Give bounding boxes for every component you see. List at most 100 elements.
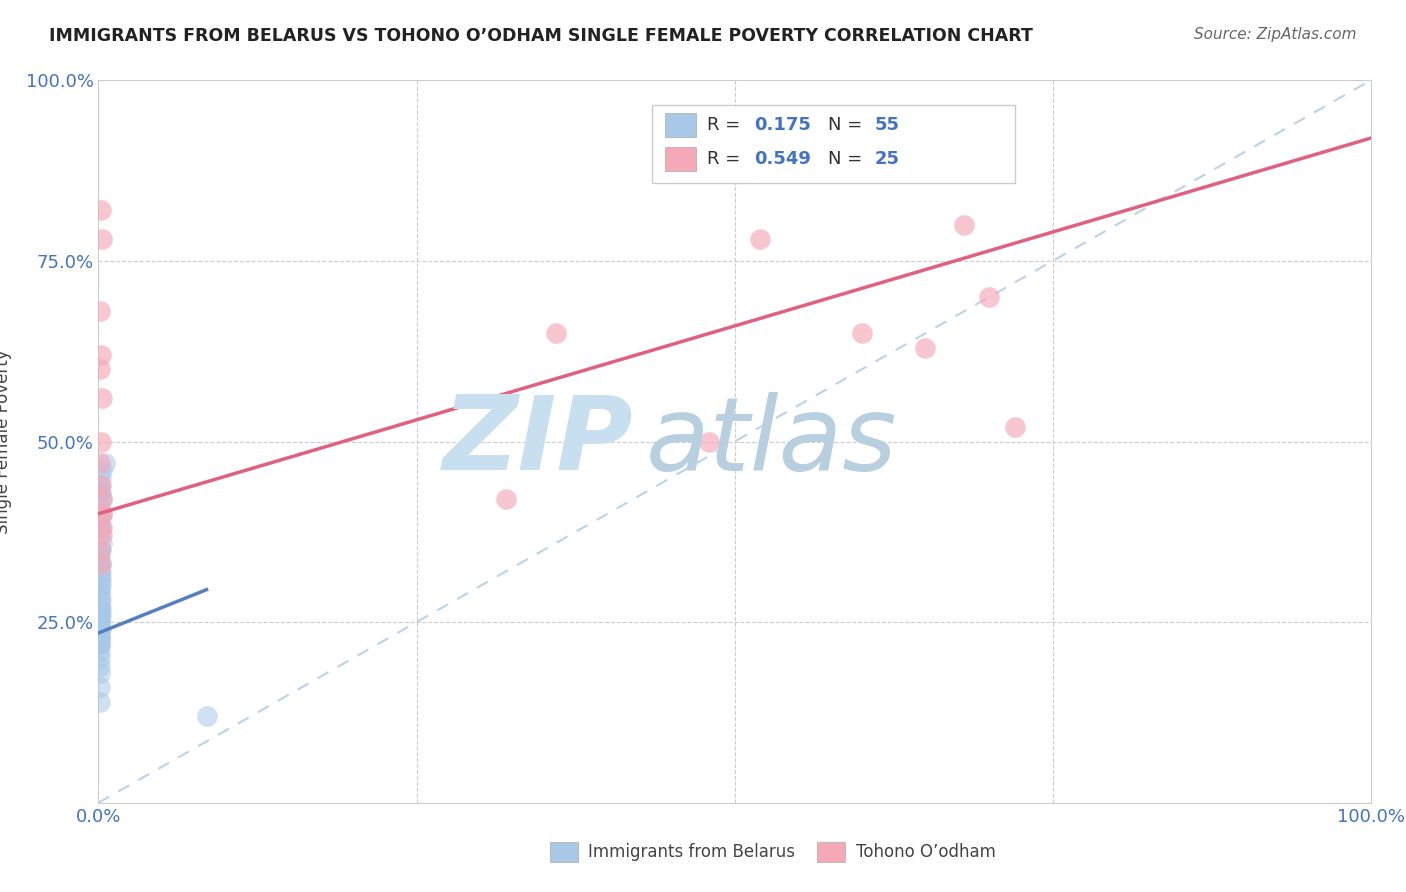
Point: [914, 341, 936, 355]
Point: [90, 470, 112, 484]
Point: [89, 593, 111, 607]
Point: [90, 623, 112, 637]
Point: [851, 326, 873, 340]
Point: [90, 607, 112, 622]
Point: [91, 528, 114, 542]
Point: [89, 550, 111, 565]
Text: R =: R =: [707, 150, 745, 168]
Point: [89, 572, 111, 586]
Bar: [665, 147, 696, 171]
Point: [89, 623, 111, 637]
Text: IMMIGRANTS FROM BELARUS VS TOHONO O’ODHAM SINGLE FEMALE POVERTY CORRELATION CHAR: IMMIGRANTS FROM BELARUS VS TOHONO O’ODHA…: [49, 27, 1033, 45]
Point: [697, 434, 720, 449]
Text: Source: ZipAtlas.com: Source: ZipAtlas.com: [1194, 27, 1357, 42]
Text: 55: 55: [875, 116, 900, 134]
Point: [91, 492, 114, 507]
Point: [89, 500, 111, 514]
Point: [90, 521, 112, 535]
Text: 0.549: 0.549: [754, 150, 811, 168]
Text: 0.175: 0.175: [754, 116, 811, 134]
Point: [90, 485, 112, 500]
Bar: [550, 842, 578, 862]
Point: [89, 542, 111, 557]
Text: ZIP: ZIP: [443, 391, 633, 492]
Point: [89, 456, 111, 470]
Point: [89, 586, 111, 600]
Point: [89, 637, 111, 651]
Point: [89, 695, 111, 709]
Point: [90, 565, 112, 579]
Point: [90, 572, 112, 586]
Point: [749, 232, 772, 246]
FancyBboxPatch shape: [652, 105, 1015, 183]
Point: [89, 615, 111, 630]
Point: [89, 586, 111, 600]
Point: [89, 600, 111, 615]
Point: [89, 615, 111, 630]
Point: [89, 623, 111, 637]
Point: [89, 615, 111, 630]
Point: [89, 630, 111, 644]
Text: atlas: atlas: [645, 392, 897, 491]
Point: [1004, 420, 1026, 434]
Point: [89, 478, 111, 492]
Point: [90, 579, 112, 593]
Point: [90, 478, 112, 492]
Point: [89, 600, 111, 615]
Text: R =: R =: [707, 116, 745, 134]
Point: [89, 607, 111, 622]
Point: [91, 507, 114, 521]
Point: [90, 348, 112, 362]
Y-axis label: Single Female Poverty: Single Female Poverty: [0, 350, 11, 533]
Point: [91, 492, 114, 507]
Point: [89, 644, 111, 658]
Point: [91, 232, 114, 246]
Point: [89, 542, 111, 557]
Point: [89, 528, 111, 542]
Point: [91, 463, 114, 477]
Point: [89, 558, 111, 572]
Text: N =: N =: [828, 150, 868, 168]
Bar: [817, 842, 845, 862]
Point: [89, 658, 111, 673]
Point: [89, 579, 111, 593]
Point: [90, 434, 112, 449]
Point: [89, 514, 111, 528]
Point: [90, 507, 112, 521]
Text: N =: N =: [828, 116, 868, 134]
Text: Immigrants from Belarus: Immigrants from Belarus: [588, 843, 796, 861]
Point: [90, 600, 112, 615]
Point: [94, 456, 117, 470]
Point: [90, 558, 112, 572]
Point: [90, 542, 112, 557]
Point: [89, 680, 111, 694]
Text: Tohono O’odham: Tohono O’odham: [855, 843, 995, 861]
Point: [91, 535, 114, 549]
Point: [89, 304, 111, 318]
Point: [952, 218, 974, 232]
Point: [495, 492, 517, 507]
Point: [89, 651, 111, 665]
Point: [90, 558, 112, 572]
Point: [89, 565, 111, 579]
Point: [89, 623, 111, 637]
Point: [91, 521, 114, 535]
Point: [91, 507, 114, 521]
Point: [89, 521, 111, 535]
Point: [89, 485, 111, 500]
Point: [89, 630, 111, 644]
Point: [979, 290, 1001, 304]
Point: [90, 593, 112, 607]
Bar: [665, 112, 696, 137]
Point: [89, 607, 111, 622]
Text: 25: 25: [875, 150, 900, 168]
Point: [90, 203, 112, 218]
Point: [89, 665, 111, 680]
Point: [89, 630, 111, 644]
Point: [195, 709, 218, 723]
Point: [89, 362, 111, 376]
Point: [91, 391, 114, 405]
Point: [546, 326, 568, 340]
Point: [89, 637, 111, 651]
Point: [89, 637, 111, 651]
